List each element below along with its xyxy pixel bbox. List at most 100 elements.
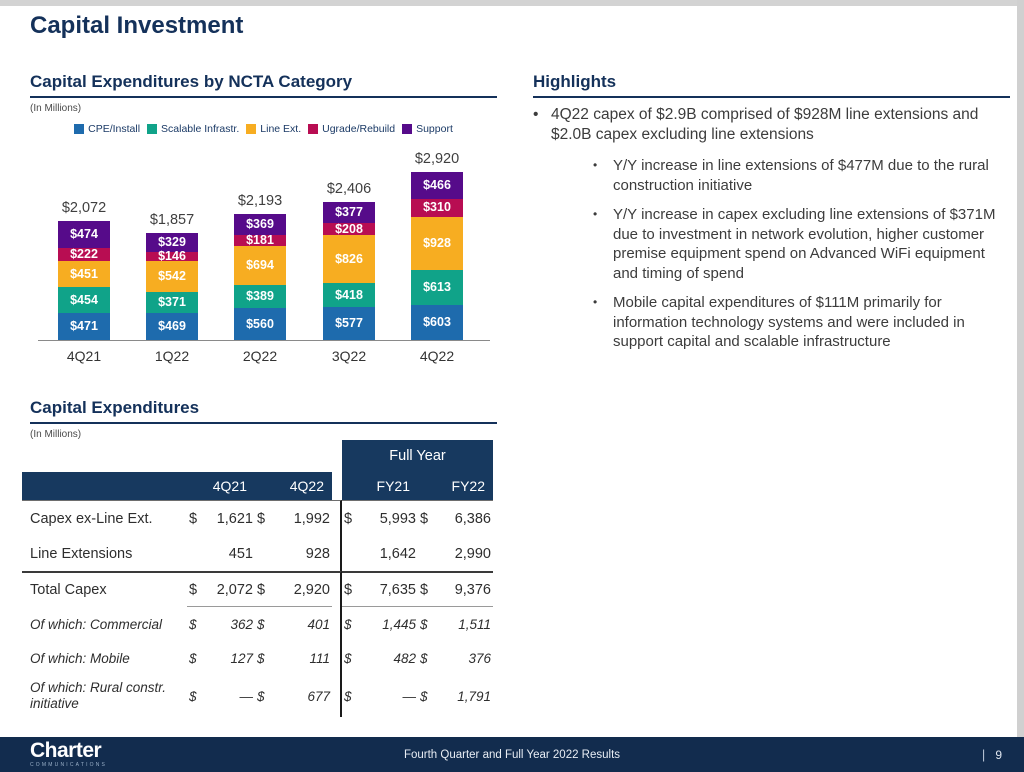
table-value: 2,990 (454, 546, 491, 562)
legend-label: Ugrade/Rebuild (322, 123, 396, 135)
table-value: 5,993 (366, 500, 418, 537)
table-value: 401 (307, 617, 330, 632)
footer-title: Fourth Quarter and Full Year 2022 Result… (403, 748, 621, 761)
x-tick-4Q21: 4Q21 (66, 348, 102, 364)
bar-segment-value: $208 (335, 222, 363, 237)
bar-segment-value: $222 (70, 247, 98, 262)
table-dollar-sign: $ (255, 500, 279, 537)
table-value: 9,376 (442, 571, 493, 607)
footer-page-area: | 9 (982, 747, 1002, 762)
capex-table: Full Year 4Q21 4Q22 FY21 FY22 Capex ex-Line E… (22, 440, 493, 717)
bar-segment-2Q22-Support: $369 (234, 213, 286, 236)
legend-item: Support (402, 123, 453, 135)
table-value: 376 (468, 651, 491, 666)
table-dollar-sign: $ (420, 617, 428, 632)
bar-segment-value: $451 (70, 266, 98, 281)
bar-segment-4Q21-Support: $474 (58, 220, 110, 249)
bar-segment-4Q22-Scalable Infrastr.: $613 (411, 270, 463, 306)
table-value: 6,386 (442, 500, 493, 537)
bar-segment-value: $329 (158, 235, 186, 250)
chart-section-heading: Capital Expenditures by NCTA Category (30, 72, 497, 98)
table-dollar-sign: $ (344, 688, 352, 704)
bar-segment-4Q22-Support: $466 (411, 172, 463, 199)
table-dollar-sign: $ (420, 651, 428, 666)
bar-segment-1Q22-Ugrade/Rebuild: $146 (146, 250, 198, 262)
bar-segment-4Q22-Ugrade/Rebuild: $310 (411, 198, 463, 217)
bar-segment-4Q21-Line Ext.: $451 (58, 260, 110, 287)
bar-segment-value: $377 (335, 205, 363, 220)
table-value: — (239, 688, 254, 704)
legend-swatch-icon (74, 124, 85, 134)
table-row-label: Of which: Commercial (30, 616, 163, 632)
highlights-heading: Highlights (533, 72, 1010, 98)
bar-segment-value: $603 (423, 315, 451, 330)
bar-segment-1Q22-Line Ext.: $542 (146, 260, 198, 292)
table-section: Capital Expenditures (In Millions) (30, 398, 497, 440)
bar-segment-value: $474 (70, 227, 98, 242)
bar-segment-2Q22-Line Ext.: $694 (234, 245, 286, 286)
bar-segment-2Q22-Ugrade/Rebuild: $181 (234, 234, 286, 246)
table-value: 7,635 (366, 571, 418, 607)
table-value: 1,445 (382, 617, 416, 632)
slide-top-edge (0, 0, 1024, 6)
legend-label: CPE/Install (88, 123, 141, 135)
table-value: 362 (230, 617, 253, 632)
table-column-header-4Q22: 4Q22 (255, 472, 332, 500)
x-tick-1Q22: 1Q22 (154, 348, 190, 364)
table-dollar-sign: $ (420, 688, 428, 704)
bar-4Q21: $474 $222 $451 $454 $471 (58, 220, 110, 340)
legend-swatch-icon (402, 124, 413, 134)
table-value: 451 (228, 546, 253, 562)
bar-segment-value: $613 (423, 280, 451, 295)
legend-item: Scalable Infrastr. (147, 123, 239, 135)
table-column-header-4Q21: 4Q21 (187, 472, 255, 500)
bar-segment-4Q22-Line Ext.: $928 (411, 216, 463, 271)
page-title: Capital Investment (30, 12, 244, 39)
table-value: 2,920 (279, 571, 332, 607)
bar-segment-3Q22-Support: $377 (323, 201, 375, 224)
table-value: 1,791 (457, 688, 491, 704)
bar-segment-3Q22-Ugrade/Rebuild: $208 (323, 222, 375, 237)
table-column-header-FY22: FY22 (418, 472, 493, 500)
table-dollar-sign (342, 537, 366, 571)
table-value: 482 (393, 651, 416, 666)
table-divider-cell (332, 675, 342, 717)
x-tick-2Q22: 2Q22 (242, 348, 278, 364)
bar-segment-value: $560 (246, 316, 274, 331)
bar-1Q22: $329 $146 $542 $371 $469 (146, 233, 198, 340)
bar-segment-value: $694 (246, 258, 274, 273)
stacked-bar-chart: $474 $222 $451 $454 $471 $2,072 $329 $146 $542 $3… (30, 137, 497, 341)
legend-label: Scalable Infrastr. (161, 123, 240, 135)
legend-item: Line Ext. (246, 123, 301, 135)
bar-segment-value: $389 (246, 289, 274, 304)
highlight-bullet: • Y/Y increase in line extensions of $477… (593, 156, 1010, 195)
bar-segment-4Q21-Scalable Infrastr.: $454 (58, 286, 110, 313)
table-value: 1,621 (207, 500, 255, 537)
bar-total-label: $1,857 (149, 212, 195, 229)
table-value: 1,992 (279, 500, 332, 537)
legend-item: CPE/Install (74, 123, 140, 135)
highlight-text: Mobile capital expenditures of $111M pri… (613, 294, 965, 351)
bar-segment-value: $369 (246, 217, 274, 232)
bar-segment-1Q22-Scalable Infrastr.: $371 (146, 291, 198, 313)
highlight-bullet: • Mobile capital expenditures of $111M pr… (593, 293, 1010, 352)
highlight-text: 4Q22 capex of $2.9B comprised of $928M l… (551, 106, 979, 144)
bar-segment-4Q21-CPE/Install: $471 (58, 312, 110, 340)
table-units-label: (In Millions) (30, 429, 82, 440)
bar-segment-value: $454 (70, 292, 98, 307)
table-value: 928 (305, 546, 330, 562)
table-row-label: Of which: Mobile (30, 650, 130, 666)
bar-segment-3Q22-Line Ext.: $826 (323, 235, 375, 283)
chart-section: Capital Expenditures by NCTA Category (I… (30, 72, 497, 370)
table-value: 1,511 (458, 617, 491, 632)
bar-segment-value: $577 (335, 316, 363, 331)
table-value: — (402, 688, 417, 704)
table-divider-cell (332, 537, 342, 571)
bar-segment-value: $469 (158, 319, 186, 334)
table-dollar-sign: $ (257, 651, 265, 666)
bullet-icon: • (593, 295, 598, 310)
chart-legend: CPE/Install Scalable Infrastr. Line Ext. Ug… (30, 123, 497, 135)
table-divider-cell (332, 571, 342, 607)
table-header-spacer (22, 440, 332, 472)
table-dollar-sign: $ (257, 617, 265, 632)
